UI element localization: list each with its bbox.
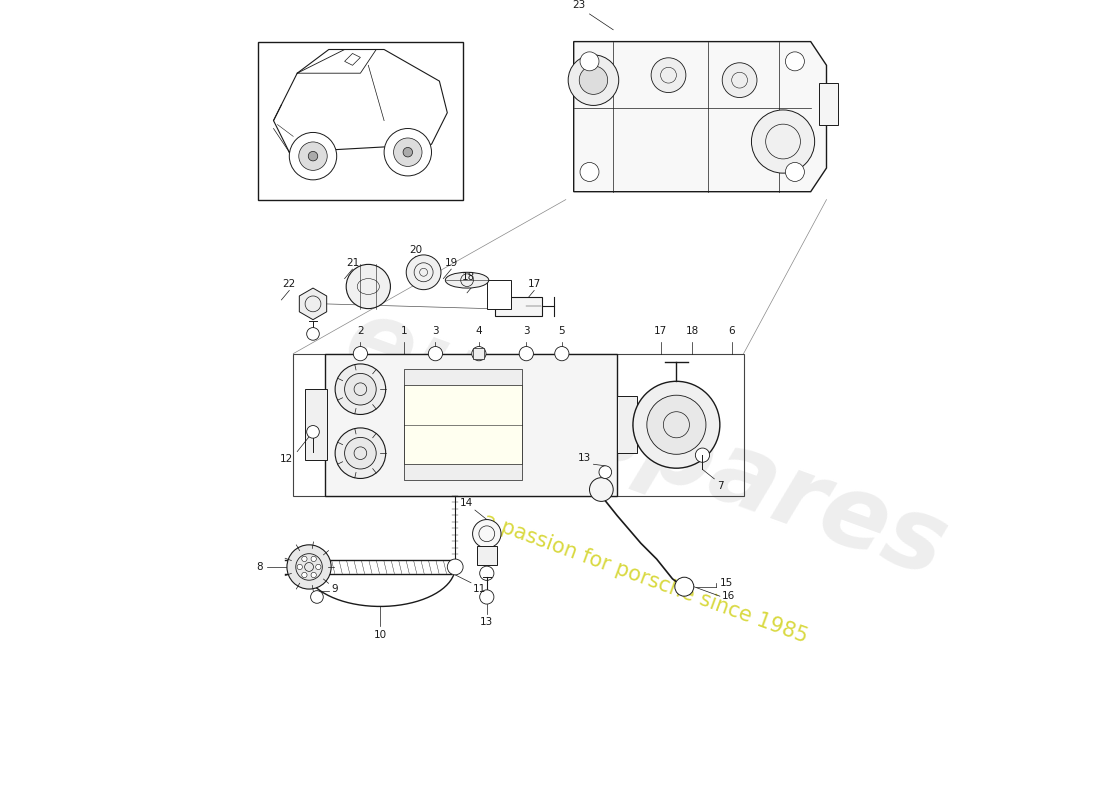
Text: 22: 22 bbox=[283, 279, 296, 289]
Circle shape bbox=[307, 426, 319, 438]
Circle shape bbox=[299, 142, 327, 170]
Circle shape bbox=[301, 556, 307, 562]
Text: 3: 3 bbox=[432, 326, 439, 336]
Circle shape bbox=[519, 346, 534, 361]
Text: 18: 18 bbox=[462, 272, 475, 282]
Bar bbox=[495, 297, 542, 316]
Text: 14: 14 bbox=[460, 498, 473, 509]
Bar bbox=[473, 348, 484, 359]
Circle shape bbox=[336, 364, 386, 414]
Bar bbox=[617, 396, 637, 453]
Bar bbox=[324, 354, 617, 496]
Text: 13: 13 bbox=[578, 453, 591, 462]
Circle shape bbox=[647, 395, 706, 454]
Text: 3: 3 bbox=[522, 326, 529, 336]
Text: 6: 6 bbox=[728, 326, 735, 336]
Circle shape bbox=[473, 519, 500, 548]
Text: 4: 4 bbox=[475, 326, 482, 336]
Circle shape bbox=[600, 466, 612, 478]
Circle shape bbox=[590, 478, 613, 502]
Text: 19: 19 bbox=[444, 258, 458, 268]
Circle shape bbox=[307, 327, 319, 340]
Text: 16: 16 bbox=[723, 591, 736, 601]
Text: 7: 7 bbox=[717, 482, 724, 491]
Ellipse shape bbox=[446, 272, 488, 288]
Circle shape bbox=[695, 448, 710, 462]
Text: 17: 17 bbox=[654, 326, 668, 336]
Bar bbox=[257, 42, 463, 200]
Circle shape bbox=[554, 346, 569, 361]
Text: 1: 1 bbox=[400, 326, 407, 336]
Bar bbox=[404, 370, 522, 480]
Circle shape bbox=[785, 52, 804, 71]
Bar bbox=[294, 354, 744, 496]
Bar bbox=[305, 389, 327, 460]
Circle shape bbox=[384, 129, 431, 176]
Circle shape bbox=[580, 66, 607, 94]
Circle shape bbox=[403, 147, 412, 157]
Circle shape bbox=[406, 255, 441, 290]
Text: 11: 11 bbox=[473, 584, 486, 594]
Text: 18: 18 bbox=[685, 326, 698, 336]
Circle shape bbox=[297, 564, 302, 570]
Text: 15: 15 bbox=[719, 578, 733, 588]
Text: 17: 17 bbox=[528, 279, 541, 289]
Circle shape bbox=[346, 264, 390, 309]
Circle shape bbox=[472, 346, 486, 361]
Circle shape bbox=[287, 545, 331, 589]
Circle shape bbox=[674, 578, 694, 596]
Circle shape bbox=[353, 346, 367, 361]
Text: 12: 12 bbox=[280, 454, 294, 464]
Bar bbox=[818, 83, 838, 125]
Circle shape bbox=[428, 346, 442, 361]
Text: a passion for porsche since 1985: a passion for porsche since 1985 bbox=[480, 510, 810, 647]
Text: 20: 20 bbox=[409, 245, 422, 255]
Circle shape bbox=[311, 556, 317, 562]
Circle shape bbox=[344, 374, 376, 405]
Circle shape bbox=[632, 382, 719, 468]
Text: 10: 10 bbox=[374, 630, 387, 640]
Circle shape bbox=[448, 559, 463, 575]
Circle shape bbox=[289, 133, 337, 180]
Circle shape bbox=[580, 162, 600, 182]
Circle shape bbox=[480, 590, 494, 604]
Text: 13: 13 bbox=[481, 617, 494, 626]
Text: 8: 8 bbox=[256, 562, 263, 572]
Text: 23: 23 bbox=[572, 0, 585, 10]
Circle shape bbox=[569, 55, 618, 106]
Circle shape bbox=[310, 590, 323, 603]
Circle shape bbox=[723, 62, 757, 98]
Circle shape bbox=[785, 162, 804, 182]
Text: 21: 21 bbox=[345, 258, 359, 268]
Circle shape bbox=[301, 572, 307, 578]
Polygon shape bbox=[404, 386, 522, 464]
Circle shape bbox=[316, 564, 321, 570]
Circle shape bbox=[308, 151, 318, 161]
Circle shape bbox=[311, 572, 317, 578]
Polygon shape bbox=[299, 288, 327, 320]
Bar bbox=[487, 280, 510, 309]
Circle shape bbox=[344, 438, 376, 469]
Circle shape bbox=[480, 566, 494, 580]
Circle shape bbox=[751, 110, 815, 173]
Bar bbox=[476, 546, 497, 566]
Text: eurospares: eurospares bbox=[331, 290, 958, 598]
Text: 9: 9 bbox=[331, 584, 338, 594]
Circle shape bbox=[580, 52, 600, 71]
Circle shape bbox=[651, 58, 686, 93]
Text: 2: 2 bbox=[358, 326, 364, 336]
Polygon shape bbox=[574, 42, 826, 192]
Circle shape bbox=[394, 138, 422, 166]
Circle shape bbox=[336, 428, 386, 478]
Text: 5: 5 bbox=[559, 326, 565, 336]
